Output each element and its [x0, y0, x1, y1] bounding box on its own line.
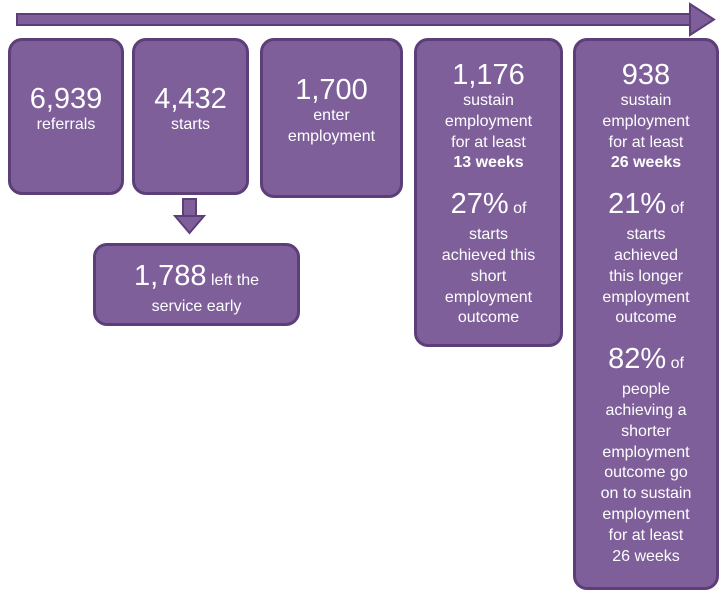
referrals-label: referrals — [36, 116, 96, 133]
sustain26-number: 938 — [621, 59, 671, 91]
sustain26-pct-line-3: this longer — [609, 267, 683, 285]
sustain26-label-1: sustain — [620, 92, 672, 109]
sustain13-pct-line-2: achieved this — [441, 246, 536, 264]
sustain26-pct2-line-8: for at least — [608, 526, 684, 544]
starts-number: 4,432 — [154, 83, 227, 115]
sustain13-label-bold: 13 weeks — [453, 154, 524, 172]
sustain26-pct2-line-2: achieving a — [605, 401, 687, 419]
sustain26-pct-line-2: achieved — [613, 246, 679, 264]
referrals-number: 6,939 — [29, 83, 103, 115]
starts-label: starts — [170, 116, 211, 133]
enter-number: 1,700 — [295, 74, 368, 106]
sustain26-pct-line-1: starts — [626, 226, 666, 244]
sustain26-label-bold: 26 weeks — [610, 154, 682, 172]
sustain13-label-3: for at least — [451, 133, 526, 151]
sustain26-pct-line-5: outcome — [615, 309, 677, 327]
sustain13-pct-line-3: short — [470, 267, 507, 285]
sustain13-pct-line-4: employment — [444, 288, 533, 306]
sustain26-label-2: employment — [602, 112, 690, 130]
enter-label-line-1: enter — [313, 107, 350, 124]
left-early-number: 1,788 — [133, 260, 207, 292]
sustain26-pct2-line-3: shorter — [621, 422, 671, 440]
enter-label-line-2: employment — [287, 127, 376, 145]
sustain26-pct2: 82% — [608, 343, 667, 376]
sustain26-pct2-line-7: employment — [602, 505, 690, 523]
sustain-26-box: 938 sustain employment for at least 26 w… — [573, 38, 719, 590]
sustain26-pct-line-4: employment — [602, 288, 690, 306]
sustain26-label-3: for at least — [608, 133, 684, 151]
sustain-13-box: 1,176 sustain employment for at least 13… — [414, 38, 563, 347]
timeline-arrow — [16, 2, 716, 37]
sustain13-label-2: employment — [444, 112, 533, 130]
sustain26-pct2-line-5: outcome go — [604, 464, 688, 482]
left-early-line2: service early — [151, 298, 242, 315]
sustain26-pct-suffix: of — [666, 200, 684, 218]
sustain26-pct2-line-4: employment — [602, 443, 690, 461]
sustain13-pct-line-1: starts — [468, 226, 509, 244]
sustain26-pct: 21% — [608, 188, 667, 221]
sustain26-pct2-line-9: 26 weeks — [612, 547, 680, 565]
sustain13-label-1: sustain — [463, 92, 514, 109]
enter-employment-box: 1,700 enter employment — [260, 38, 403, 198]
down-arrow — [172, 198, 207, 235]
starts-box: 4,432 starts — [132, 38, 249, 195]
sustain26-pct2-suffix: of — [666, 355, 684, 373]
sustain13-pct-suffix: of — [508, 200, 527, 218]
sustain26-pct2-line-1: people — [621, 381, 671, 399]
left-early-suffix: left the — [206, 272, 260, 289]
sustain13-number: 1,176 — [452, 59, 525, 91]
sustain26-pct2-line-6: on to sustain — [600, 485, 692, 503]
sustain13-pct-line-5: outcome — [457, 309, 520, 327]
left-early-box: 1,788 left the service early — [93, 243, 300, 326]
sustain13-pct: 27% — [450, 188, 509, 221]
referrals-box: 6,939 referrals — [8, 38, 124, 195]
